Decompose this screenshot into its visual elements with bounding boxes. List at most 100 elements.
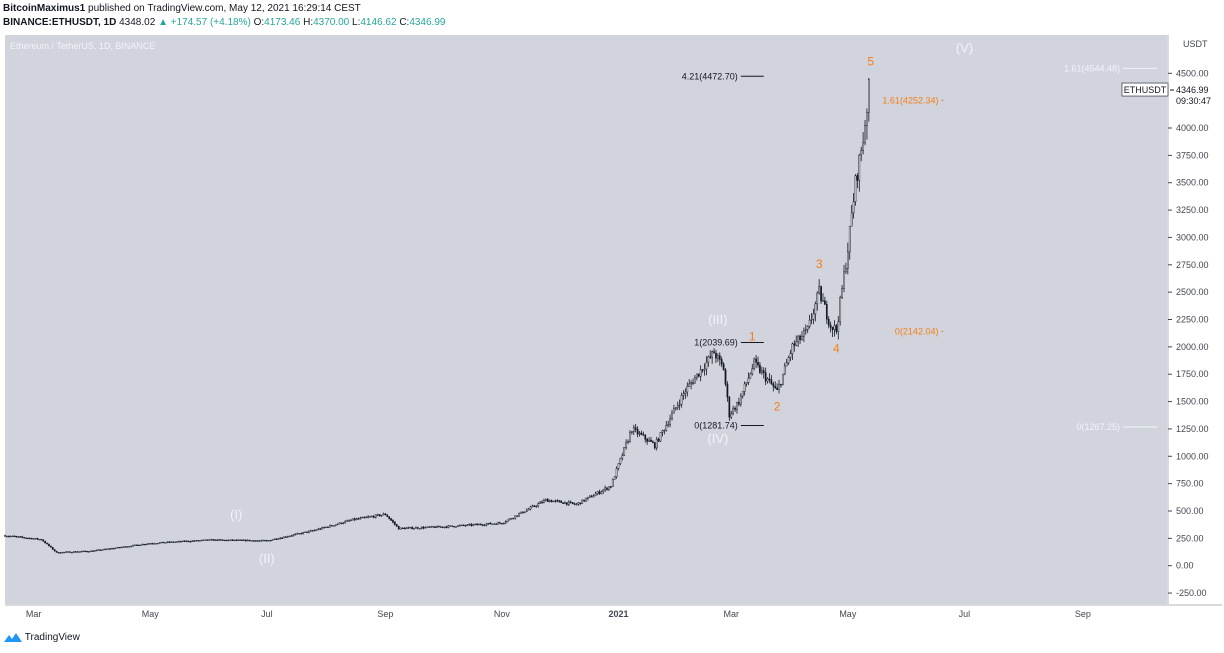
wave-label: (I) — [230, 507, 242, 522]
wave-label: 5 — [867, 55, 874, 69]
candle-body — [330, 525, 333, 527]
candle-body — [739, 395, 742, 405]
candle-body — [267, 540, 270, 542]
candle-body — [323, 527, 326, 529]
candle-body — [522, 511, 524, 514]
candle-body — [6, 535, 8, 538]
wave-label: (V) — [956, 41, 973, 56]
price-axis — [1170, 35, 1222, 604]
candle-body — [342, 522, 345, 524]
candle-body — [543, 500, 545, 503]
candle-body — [611, 479, 614, 488]
candle-body — [818, 286, 821, 294]
candle-body — [726, 383, 729, 398]
candle-body — [246, 539, 249, 542]
candle-body — [19, 536, 22, 538]
candle-body — [357, 518, 360, 520]
candle-body — [179, 541, 182, 543]
candle-body — [573, 503, 576, 505]
candle-body — [208, 539, 211, 541]
candle-body — [485, 523, 488, 526]
candle-body — [806, 326, 809, 330]
candle-body — [627, 441, 629, 443]
countdown-timer: 09:30:47 — [1176, 96, 1211, 106]
candle-body — [566, 502, 568, 505]
candle-body — [824, 300, 826, 305]
candle-body — [718, 355, 721, 360]
candle-body — [680, 395, 683, 405]
y-tick-label: 2000.00 — [1176, 342, 1209, 352]
fib-level-label: 1.61(4544.48) — [1064, 63, 1120, 73]
candle-body — [403, 527, 406, 530]
candle-body — [122, 546, 125, 548]
candle-body — [751, 368, 754, 375]
candle-body — [646, 438, 649, 442]
candle-body — [632, 427, 635, 432]
candle-body — [351, 518, 354, 521]
fib-level-label: 0(2142.04) — [895, 326, 939, 336]
candle-body — [162, 541, 165, 544]
footer: TradingView — [4, 632, 80, 648]
candle-body — [376, 514, 379, 516]
candle-body — [640, 432, 643, 435]
candle-body — [353, 518, 356, 521]
candle-body — [491, 523, 494, 525]
candle-body — [388, 516, 390, 519]
candle-body — [514, 515, 517, 519]
candle-body — [107, 548, 110, 550]
x-tick-label: Nov — [494, 609, 511, 619]
candle-body — [638, 432, 641, 435]
candle-body — [862, 142, 864, 151]
candle-body — [715, 352, 717, 359]
candle-body — [334, 524, 337, 526]
candle-body — [384, 513, 387, 515]
candle-body — [753, 358, 756, 369]
candle-body — [837, 321, 840, 332]
candle-body — [118, 546, 121, 549]
candle-body — [174, 541, 176, 543]
candle-body — [397, 525, 400, 530]
candle-body — [808, 319, 811, 327]
publisher-name[interactable]: BitcoinMaximus1 — [3, 3, 86, 14]
candle-body — [520, 511, 522, 514]
x-tick-label: May — [142, 609, 160, 619]
candle-body — [609, 486, 612, 488]
candle-body — [709, 356, 712, 358]
wave-label: (II) — [259, 551, 275, 566]
candle-body — [254, 540, 257, 542]
candle-body — [313, 529, 316, 532]
candle-body — [436, 525, 438, 528]
candle-body — [841, 288, 843, 298]
wave-label: 2 — [774, 399, 781, 413]
candle-body — [416, 527, 419, 529]
y-tick-label: 1500.00 — [1176, 397, 1209, 407]
candle-body — [292, 534, 295, 536]
candle-body — [422, 526, 425, 529]
candle-body — [814, 303, 817, 315]
candle-body — [309, 530, 312, 532]
candle-body — [445, 526, 448, 528]
candle-body — [409, 527, 412, 529]
candle-body — [271, 539, 274, 541]
candle-body — [164, 542, 167, 544]
candle-body — [143, 543, 146, 546]
candle-body — [652, 441, 654, 443]
candle-body — [466, 524, 469, 526]
candle-body — [32, 538, 35, 540]
candle-body — [231, 539, 234, 541]
candle-body — [780, 384, 782, 386]
last-price: 4348.02 — [119, 17, 156, 28]
candle-body — [216, 539, 218, 541]
candle-body — [757, 361, 759, 366]
tradingview-logo-icon[interactable] — [4, 632, 22, 643]
candle-body — [155, 543, 157, 545]
candle-body — [361, 516, 364, 519]
candle-body — [673, 408, 675, 414]
brand-name[interactable]: TradingView — [24, 632, 80, 643]
candle-body — [579, 502, 582, 504]
candle-body — [25, 537, 27, 539]
candle-body — [418, 528, 421, 530]
candle-body — [413, 528, 415, 530]
candle-body — [722, 363, 725, 371]
